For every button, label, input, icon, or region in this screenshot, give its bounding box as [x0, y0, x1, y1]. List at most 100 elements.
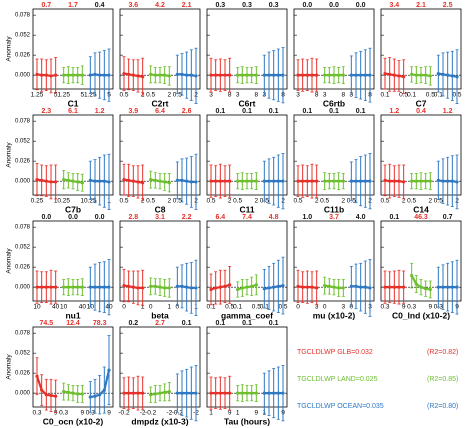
x-tick-label: 10 — [33, 304, 41, 311]
point — [281, 73, 285, 77]
x-tick-label: 0.5 — [206, 198, 215, 205]
annotation: 46.3 — [414, 214, 428, 221]
x-tick-label: 3 — [209, 92, 213, 99]
y-tick-label: 0.052 — [15, 139, 31, 145]
point — [428, 74, 432, 78]
annotation: 3.4 — [389, 2, 399, 9]
x-tick-label: 0.25 — [57, 198, 70, 205]
panel-frame — [380, 220, 462, 302]
point — [93, 285, 97, 289]
point — [122, 391, 126, 395]
point — [122, 284, 126, 288]
x-tick-label: -0.2 — [118, 410, 130, 417]
point — [272, 391, 276, 395]
point — [136, 180, 140, 184]
point — [272, 73, 276, 77]
point — [414, 73, 418, 77]
point — [131, 73, 135, 77]
annotation: 2.2 — [182, 214, 192, 221]
x-tick-label: 0 — [176, 304, 180, 311]
point — [189, 180, 193, 184]
x-tick-label: 5 — [54, 92, 58, 99]
point — [180, 391, 184, 395]
point — [62, 178, 66, 182]
annotation: 2.8 — [128, 214, 138, 221]
y-axis-label: Anomaly — [6, 354, 13, 380]
annotation: 0.1 — [356, 108, 366, 115]
point — [44, 73, 48, 77]
x-tick-label: 0.5 — [380, 198, 389, 205]
annotation: 3.7 — [329, 214, 339, 221]
annotation: 0.1 — [242, 108, 252, 115]
point — [80, 285, 84, 289]
point — [228, 391, 232, 395]
point — [250, 73, 254, 77]
point — [245, 391, 249, 395]
legend-entry: TGCLDLWP OCEAN=0.035 — [297, 403, 384, 410]
y-tick-label: 0.078 — [15, 119, 31, 125]
point — [250, 179, 254, 183]
point — [209, 391, 213, 395]
point — [276, 391, 280, 395]
point — [107, 368, 111, 372]
annotation: 7.4 — [242, 214, 252, 221]
x-tick-label: 0.3 — [407, 304, 416, 311]
point — [44, 179, 48, 183]
point — [54, 180, 58, 184]
y-tick-label: 0.026 — [15, 53, 31, 59]
annotation: 3.6 — [128, 2, 138, 9]
annotation: 0.1 — [302, 108, 312, 115]
point — [410, 274, 414, 278]
point — [397, 74, 401, 78]
point — [122, 178, 126, 182]
point — [163, 390, 167, 394]
point — [341, 286, 345, 290]
panel-frame — [206, 8, 288, 90]
x-tick-label: 0.3 — [59, 410, 68, 417]
panel-frame — [119, 114, 201, 196]
point — [163, 73, 167, 77]
annotation: 1.2 — [95, 108, 105, 115]
point — [76, 392, 80, 396]
point — [436, 72, 440, 76]
point — [359, 285, 363, 289]
point — [455, 75, 459, 79]
x-tick-label: 0.3 — [380, 304, 389, 311]
point — [62, 285, 66, 289]
point — [424, 287, 428, 291]
point — [455, 285, 459, 289]
y-axis-label: Anomaly — [6, 142, 13, 168]
point — [240, 179, 244, 183]
point — [441, 72, 445, 76]
point — [397, 285, 401, 289]
point — [194, 286, 198, 290]
x-tick-label: 9 — [81, 410, 85, 417]
annotation: 4.0 — [356, 214, 366, 221]
point — [136, 286, 140, 290]
x-tick-label: 0.5 — [293, 198, 302, 205]
point — [262, 73, 266, 77]
point — [93, 72, 97, 76]
annotation: 0.0 — [356, 2, 366, 9]
point — [236, 179, 240, 183]
x-axis-label: C14 — [413, 204, 429, 214]
point — [93, 179, 97, 183]
point — [254, 73, 258, 77]
point — [35, 374, 39, 378]
point — [35, 178, 39, 182]
x-tick-label: 0.1 — [206, 304, 215, 311]
point — [332, 73, 336, 77]
x-tick-label: 0.25 — [31, 198, 44, 205]
point — [305, 179, 309, 183]
annotation: 1.0 — [302, 214, 312, 221]
point — [305, 73, 309, 77]
point — [71, 285, 75, 289]
x-tick-label: 1 — [54, 198, 58, 205]
point — [349, 284, 353, 288]
panel-frame — [380, 114, 462, 196]
point — [163, 180, 167, 184]
x-tick-label: 2 — [228, 198, 232, 205]
point — [245, 73, 249, 77]
point — [337, 286, 341, 290]
